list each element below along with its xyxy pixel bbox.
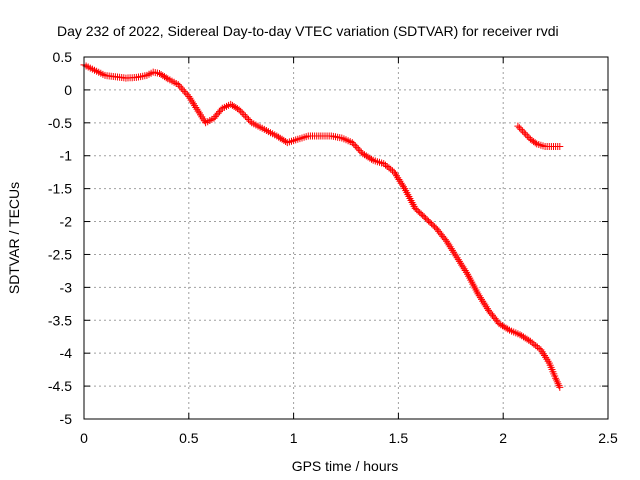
- x-tick-label: 2.5: [598, 430, 618, 446]
- y-tick-label: 0: [64, 82, 72, 98]
- y-tick-label: -1: [60, 148, 73, 164]
- series-markers: [514, 122, 564, 150]
- chart-title: Day 232 of 2022, Sidereal Day-to-day VTE…: [57, 23, 559, 39]
- y-tick-label: -4.5: [48, 378, 72, 394]
- grid-lines: [84, 57, 608, 419]
- y-tick-label: -5: [60, 411, 73, 427]
- y-axis-label: SDTVAR / TECUs: [6, 182, 22, 294]
- x-tick-label: 0.5: [179, 430, 199, 446]
- y-tick-label: -2: [60, 214, 73, 230]
- x-tick-label: 0: [80, 430, 88, 446]
- y-tick-label: -2.5: [48, 246, 72, 262]
- y-tick-label: 0.5: [53, 49, 73, 65]
- series-2: [514, 122, 564, 150]
- x-tick-label: 1.5: [389, 430, 409, 446]
- y-tick-label: -0.5: [48, 115, 72, 131]
- y-tick-label: -1.5: [48, 181, 72, 197]
- x-tick-label: 1: [290, 430, 298, 446]
- y-tick-label: -4: [60, 345, 73, 361]
- axis-ticks: 0 0.5 1 1.5 2 2.5 0.5 0 -0.5 -1 -1.5 -2 -2.5 -3 -3.5 -4…: [48, 49, 618, 446]
- x-tick-label: 2: [499, 430, 507, 446]
- y-tick-label: -3.5: [48, 312, 72, 328]
- plot-frame: [83, 56, 609, 420]
- x-axis-label: GPS time / hours: [292, 458, 399, 474]
- y-tick-label: -3: [60, 279, 73, 295]
